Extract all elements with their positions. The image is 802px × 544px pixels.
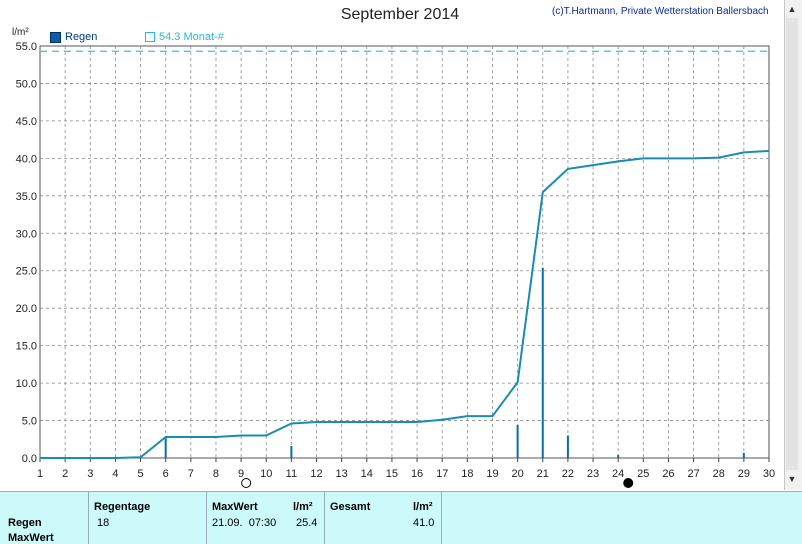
legend-swatch-regen — [50, 31, 61, 43]
scrollbar-track[interactable] — [786, 18, 798, 470]
x-tick-label: 15 — [386, 468, 398, 480]
x-tick-label: 1 — [37, 468, 43, 480]
y-tick-label: 5.0 — [22, 416, 37, 428]
regentage-value: 18 — [97, 517, 110, 529]
gesamt-value: 41.0 — [413, 517, 435, 529]
y-axis-label: l/m² — [12, 27, 29, 38]
plot-area — [39, 45, 770, 459]
y-tick-label: 35.0 — [16, 191, 37, 203]
x-tick-label: 6 — [163, 468, 169, 480]
row-label-maxwert: MaxWert — [8, 532, 54, 544]
x-tick-label: 9 — [238, 468, 244, 480]
maxwert-date: 21.09. 07:30 — [212, 517, 277, 529]
y-tick-label: 10.0 — [16, 378, 37, 390]
footer-divider — [206, 492, 207, 544]
footer-divider — [324, 492, 325, 544]
row-label-regen: Regen — [8, 517, 42, 529]
daily-rain-bar — [742, 452, 745, 458]
scroll-up-arrow-icon[interactable]: ▲ — [787, 4, 797, 14]
credit-text: (c)T.Hartmann, Private Wetterstation Bal… — [552, 6, 769, 17]
x-tick-label: 8 — [213, 468, 219, 480]
legend-item-regen[interactable]: Regen — [50, 31, 97, 43]
gesamt-header: Gesamt — [330, 501, 371, 513]
y-tick-label: 45.0 — [16, 116, 37, 128]
x-tick-label: 4 — [112, 468, 118, 480]
x-tick-label: 10 — [260, 468, 272, 480]
x-tick-label: 22 — [562, 468, 574, 480]
legend-swatch-monat — [145, 32, 155, 42]
x-tick-label: 28 — [713, 468, 725, 480]
daily-rain-bar — [617, 455, 620, 458]
x-tick-label: 20 — [511, 468, 523, 480]
maxwert-value: 25.4 — [296, 517, 318, 529]
legend-label-monat: 54.3 Monat-# — [159, 31, 224, 43]
x-tick-label: 30 — [763, 468, 775, 480]
y-tick-label: 55.0 — [16, 41, 37, 53]
x-tick-label: 23 — [587, 468, 599, 480]
footer-divider — [441, 492, 442, 544]
x-tick-label: 17 — [436, 468, 448, 480]
y-tick-label: 0.0 — [22, 453, 37, 465]
x-tick-label: 27 — [687, 468, 699, 480]
daily-rain-bar — [566, 435, 569, 458]
x-tick-label: 25 — [637, 468, 649, 480]
x-tick-label: 12 — [310, 468, 322, 480]
legend-label-regen: Regen — [65, 31, 98, 43]
y-tick-label: 15.0 — [16, 341, 37, 353]
daily-rain-bar — [164, 437, 167, 458]
chart-title: September 2014 — [340, 6, 460, 23]
x-tick-label: 2 — [62, 468, 68, 480]
regentage-header: Regentage — [94, 501, 151, 513]
x-tick-label: 13 — [336, 468, 348, 480]
daily-rain-bar — [516, 425, 519, 458]
scroll-down-arrow-icon[interactable]: ▼ — [787, 474, 797, 484]
y-tick-label: 25.0 — [16, 266, 37, 278]
x-tick-label: 16 — [411, 468, 423, 480]
x-tick-label: 24 — [612, 468, 624, 480]
cumulative-rain-line — [40, 149, 770, 459]
daily-rain-bar — [290, 446, 293, 458]
chart-svg: 0.0 5.0 10.0 15.0 20.0 25.0 30.0 35.0 40.0 45.0 50… — [16, 41, 775, 488]
x-tick-label: 5 — [137, 468, 143, 480]
x-tick-label: 3 — [87, 468, 93, 480]
y-tick-label: 20.0 — [16, 303, 37, 315]
x-tick-label: 18 — [461, 468, 473, 480]
maxwert-header: MaxWert — [212, 501, 258, 513]
new-moon-icon — [623, 478, 634, 488]
daily-rain-bar — [541, 267, 544, 458]
y-tick-label: 50.0 — [16, 78, 37, 90]
x-tick-label: 19 — [486, 468, 498, 480]
x-tick-label: 21 — [537, 468, 549, 480]
x-tick-label: 29 — [738, 468, 750, 480]
gesamt-unit: l/m² — [413, 501, 433, 513]
y-tick-label: 30.0 — [16, 228, 37, 240]
x-tick-label: 14 — [361, 468, 373, 480]
footer-divider — [88, 492, 89, 544]
full-moon-icon — [241, 478, 252, 488]
legend-item-monat[interactable]: 54.3 Monat-# — [145, 31, 224, 43]
x-tick-label: 26 — [662, 468, 674, 480]
x-tick-label: 7 — [188, 468, 194, 480]
summary-panel: Regen MaxWert Regentage 18 MaxWert l/m² … — [0, 491, 802, 544]
x-tick-label: 11 — [286, 468, 297, 480]
maxwert-unit: l/m² — [293, 501, 313, 513]
y-tick-label: 40.0 — [16, 153, 37, 165]
